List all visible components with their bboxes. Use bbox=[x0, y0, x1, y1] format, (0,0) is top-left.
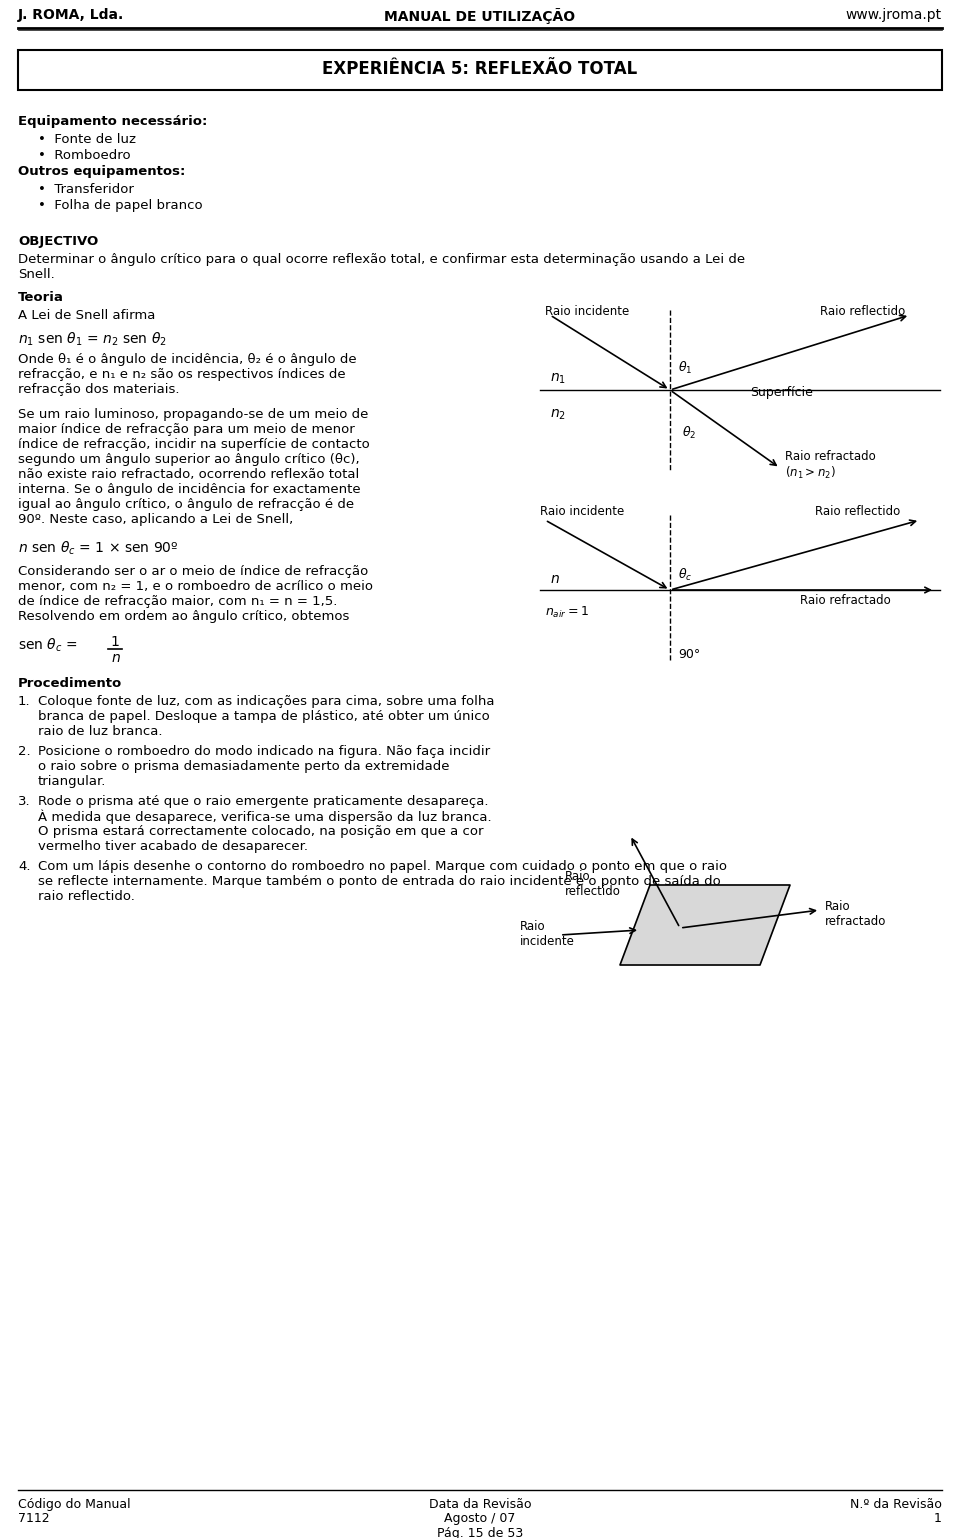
Text: Raio refractado: Raio refractado bbox=[800, 594, 891, 608]
Text: Raio
refractado: Raio refractado bbox=[825, 900, 886, 927]
Text: $n$: $n$ bbox=[111, 651, 121, 664]
Text: triangular.: triangular. bbox=[38, 775, 107, 787]
Text: Raio incidente: Raio incidente bbox=[545, 305, 629, 318]
Text: 90°: 90° bbox=[678, 647, 700, 661]
Text: O prisma estará correctamente colocado, na posição em que a cor: O prisma estará correctamente colocado, … bbox=[38, 824, 484, 838]
Text: raio reflectido.: raio reflectido. bbox=[38, 891, 134, 903]
Text: 4.: 4. bbox=[18, 860, 31, 874]
Text: Raio
incidente: Raio incidente bbox=[520, 920, 575, 947]
Text: Determinar o ângulo crítico para o qual ocorre reflexão total, e confirmar esta : Determinar o ângulo crítico para o qual … bbox=[18, 252, 745, 281]
Text: $n_1$ sen $\theta_1$ = $n_2$ sen $\theta_2$: $n_1$ sen $\theta_1$ = $n_2$ sen $\theta… bbox=[18, 331, 167, 349]
Text: raio de luz branca.: raio de luz branca. bbox=[38, 724, 162, 738]
Text: EXPERIÊNCIA 5: REFLEXÃO TOTAL: EXPERIÊNCIA 5: REFLEXÃO TOTAL bbox=[323, 60, 637, 78]
Text: •  Folha de papel branco: • Folha de papel branco bbox=[38, 198, 203, 212]
Text: Equipamento necessário:: Equipamento necessário: bbox=[18, 115, 207, 128]
Text: MANUAL DE UTILIZAÇÃO: MANUAL DE UTILIZAÇÃO bbox=[384, 8, 576, 25]
Polygon shape bbox=[620, 884, 790, 964]
Text: •  Fonte de luz: • Fonte de luz bbox=[38, 132, 136, 146]
Text: $\theta_1$: $\theta_1$ bbox=[678, 360, 692, 377]
Text: Onde θ₁ é o ângulo de incidência, θ₂ é o ângulo de
refracção, e n₁ e n₂ são os r: Onde θ₁ é o ângulo de incidência, θ₂ é o… bbox=[18, 354, 356, 395]
Text: sen $\theta_c$ =: sen $\theta_c$ = bbox=[18, 637, 80, 654]
Text: Raio
reflectido: Raio reflectido bbox=[565, 871, 621, 898]
Text: Raio reflectido: Raio reflectido bbox=[815, 504, 900, 518]
Text: 1: 1 bbox=[934, 1512, 942, 1526]
Text: Procedimento: Procedimento bbox=[18, 677, 122, 691]
Text: Data da Revisão: Data da Revisão bbox=[429, 1498, 531, 1510]
Text: $\theta_2$: $\theta_2$ bbox=[682, 424, 696, 441]
Text: branca de papel. Desloque a tampa de plástico, até obter um único: branca de papel. Desloque a tampa de plá… bbox=[38, 711, 490, 723]
Text: o raio sobre o prisma demasiadamente perto da extremidade: o raio sobre o prisma demasiadamente per… bbox=[38, 760, 449, 774]
Text: Teoria: Teoria bbox=[18, 291, 64, 305]
Text: 7112: 7112 bbox=[18, 1512, 50, 1526]
Text: Raio incidente: Raio incidente bbox=[540, 504, 624, 518]
Text: Raio reflectido: Raio reflectido bbox=[820, 305, 905, 318]
Text: Com um lápis desenhe o contorno do romboedro no papel. Marque com cuidado o pont: Com um lápis desenhe o contorno do rombo… bbox=[38, 860, 727, 874]
Text: 2.: 2. bbox=[18, 744, 31, 758]
Text: $(n_1 > n_2)$: $(n_1 > n_2)$ bbox=[785, 464, 835, 481]
Text: A Lei de Snell afirma: A Lei de Snell afirma bbox=[18, 309, 156, 321]
Text: 1.: 1. bbox=[18, 695, 31, 707]
Text: $n_1$: $n_1$ bbox=[550, 372, 566, 386]
Text: $\theta_c$: $\theta_c$ bbox=[678, 568, 692, 583]
Text: $n$ sen $\theta_c$ = 1 $\times$ sen 90º: $n$ sen $\theta_c$ = 1 $\times$ sen 90º bbox=[18, 540, 179, 557]
Text: www.jroma.pt: www.jroma.pt bbox=[846, 8, 942, 22]
Text: 1: 1 bbox=[110, 635, 119, 649]
Text: Outros equipamentos:: Outros equipamentos: bbox=[18, 165, 185, 178]
Text: $n$: $n$ bbox=[550, 572, 560, 586]
Text: •  Transferidor: • Transferidor bbox=[38, 183, 133, 195]
Text: Superfície: Superfície bbox=[750, 386, 813, 398]
Text: Agosto / 07
Pág. 15 de 53: Agosto / 07 Pág. 15 de 53 bbox=[437, 1512, 523, 1538]
Text: 3.: 3. bbox=[18, 795, 31, 807]
Text: Raio refractado: Raio refractado bbox=[785, 451, 876, 463]
Text: •  Romboedro: • Romboedro bbox=[38, 149, 131, 161]
Text: N.º da Revisão: N.º da Revisão bbox=[851, 1498, 942, 1510]
Text: Se um raio luminoso, propagando-se de um meio de
maior índice de refracção para : Se um raio luminoso, propagando-se de um… bbox=[18, 408, 370, 526]
Text: Rode o prisma até que o raio emergente praticamente desapareça.: Rode o prisma até que o raio emergente p… bbox=[38, 795, 489, 807]
Text: Coloque fonte de luz, com as indicações para cima, sobre uma folha: Coloque fonte de luz, com as indicações … bbox=[38, 695, 494, 707]
Text: Posicione o romboedro do modo indicado na figura. Não faça incidir: Posicione o romboedro do modo indicado n… bbox=[38, 744, 491, 758]
Text: Considerando ser o ar o meio de índice de refracção
menor, com n₂ = 1, e o rombo: Considerando ser o ar o meio de índice d… bbox=[18, 564, 373, 623]
Text: Código do Manual: Código do Manual bbox=[18, 1498, 131, 1510]
Text: $n_{air}=1$: $n_{air}=1$ bbox=[545, 604, 588, 620]
Text: J. ROMA, Lda.: J. ROMA, Lda. bbox=[18, 8, 124, 22]
Text: OBJECTIVO: OBJECTIVO bbox=[18, 235, 98, 248]
Text: se reflecte internamente. Marque também o ponto de entrada do raio incidente e o: se reflecte internamente. Marque também … bbox=[38, 875, 721, 887]
Text: $n_2$: $n_2$ bbox=[550, 408, 566, 423]
Text: vermelho tiver acabado de desaparecer.: vermelho tiver acabado de desaparecer. bbox=[38, 840, 308, 854]
Bar bbox=[18, 51, 942, 91]
Text: À medida que desaparece, verifica-se uma dispersão da luz branca.: À medida que desaparece, verifica-se uma… bbox=[38, 811, 492, 824]
